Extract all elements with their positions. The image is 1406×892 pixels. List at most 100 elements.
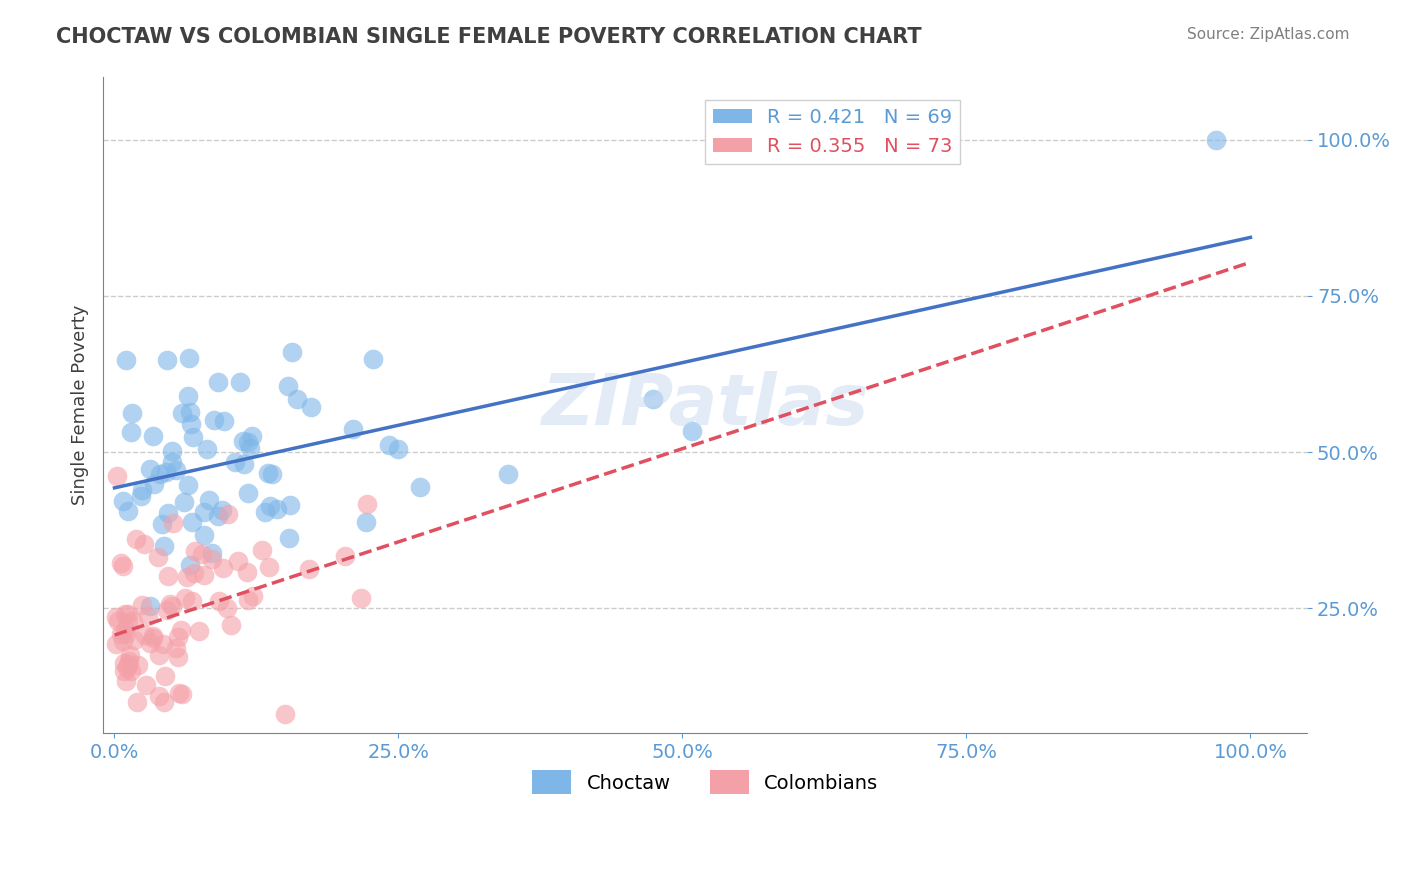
Choctaw <box>176 389 198 403</box>
Colombians <box>117 654 139 668</box>
Choctaw <box>259 499 281 513</box>
Choctaw <box>387 442 409 457</box>
Choctaw <box>193 505 215 519</box>
Choctaw <box>198 492 221 507</box>
Choctaw <box>142 477 165 491</box>
Colombians <box>219 618 242 632</box>
Colombians <box>117 615 139 629</box>
Colombians <box>148 648 170 662</box>
Choctaw <box>111 493 134 508</box>
Y-axis label: Single Female Poverty: Single Female Poverty <box>72 305 89 506</box>
Choctaw <box>361 352 384 367</box>
Choctaw <box>155 353 177 368</box>
Choctaw <box>181 515 204 529</box>
Colombians <box>114 624 136 638</box>
Colombians <box>142 629 165 643</box>
Choctaw <box>212 414 235 428</box>
Colombians <box>242 589 264 603</box>
Legend: Choctaw, Colombians: Choctaw, Colombians <box>524 763 886 802</box>
Colombians <box>134 536 156 550</box>
Colombians <box>117 657 139 672</box>
Colombians <box>159 597 181 611</box>
Colombians <box>118 648 141 662</box>
Choctaw <box>202 412 225 426</box>
Choctaw <box>266 502 288 516</box>
Colombians <box>193 568 215 582</box>
Colombians <box>127 695 149 709</box>
Colombians <box>125 533 148 547</box>
Colombians <box>146 549 169 564</box>
Choctaw <box>138 462 160 476</box>
Choctaw <box>240 429 263 443</box>
Choctaw <box>173 495 195 509</box>
Choctaw <box>238 434 260 449</box>
Colombians <box>181 593 204 607</box>
Colombians <box>356 497 378 511</box>
Choctaw <box>153 539 176 553</box>
Colombians <box>228 553 250 567</box>
Colombians <box>236 592 259 607</box>
Colombians <box>122 633 145 648</box>
Choctaw <box>160 455 183 469</box>
Choctaw <box>129 489 152 503</box>
Choctaw <box>260 467 283 481</box>
Choctaw <box>165 463 187 477</box>
Colombians <box>191 548 214 562</box>
Colombians <box>166 630 188 644</box>
Colombians <box>155 669 177 683</box>
Choctaw <box>496 467 519 481</box>
Choctaw <box>232 457 254 471</box>
Choctaw <box>277 379 299 393</box>
Choctaw <box>641 392 664 406</box>
Choctaw <box>142 428 165 442</box>
Colombians <box>139 636 162 650</box>
Choctaw <box>254 506 277 520</box>
Colombians <box>165 641 187 656</box>
Colombians <box>333 549 356 563</box>
Colombians <box>217 508 239 522</box>
Choctaw <box>229 376 252 390</box>
Choctaw <box>378 438 401 452</box>
Colombians <box>136 609 159 624</box>
Colombians <box>117 607 139 621</box>
Colombians <box>153 695 176 709</box>
Colombians <box>122 614 145 628</box>
Choctaw <box>211 502 233 516</box>
Choctaw <box>150 516 173 531</box>
Colombians <box>112 656 135 670</box>
Colombians <box>142 632 165 646</box>
Colombians <box>112 558 135 573</box>
Choctaw <box>179 351 201 365</box>
Choctaw <box>207 375 229 389</box>
Colombians <box>110 556 132 570</box>
Choctaw <box>139 599 162 614</box>
Choctaw <box>195 442 218 456</box>
Choctaw <box>207 509 229 524</box>
Choctaw <box>232 434 254 448</box>
Colombians <box>107 614 129 628</box>
Colombians <box>155 603 177 617</box>
Colombians <box>183 566 205 581</box>
Choctaw <box>256 466 278 480</box>
Colombians <box>115 674 138 689</box>
Colombians <box>110 627 132 641</box>
Choctaw <box>155 465 177 479</box>
Choctaw <box>1205 133 1227 147</box>
Colombians <box>184 544 207 558</box>
Choctaw <box>236 486 259 500</box>
Colombians <box>162 516 184 531</box>
Choctaw <box>239 441 262 455</box>
Colombians <box>120 665 142 679</box>
Colombians <box>170 686 193 700</box>
Choctaw <box>179 405 201 419</box>
Choctaw <box>172 406 194 420</box>
Colombians <box>188 624 211 639</box>
Colombians <box>156 569 179 583</box>
Colombians <box>127 657 149 672</box>
Colombians <box>115 661 138 675</box>
Colombians <box>104 610 127 624</box>
Choctaw <box>160 444 183 458</box>
Colombians <box>174 591 197 606</box>
Colombians <box>176 569 198 583</box>
Colombians <box>167 686 190 700</box>
